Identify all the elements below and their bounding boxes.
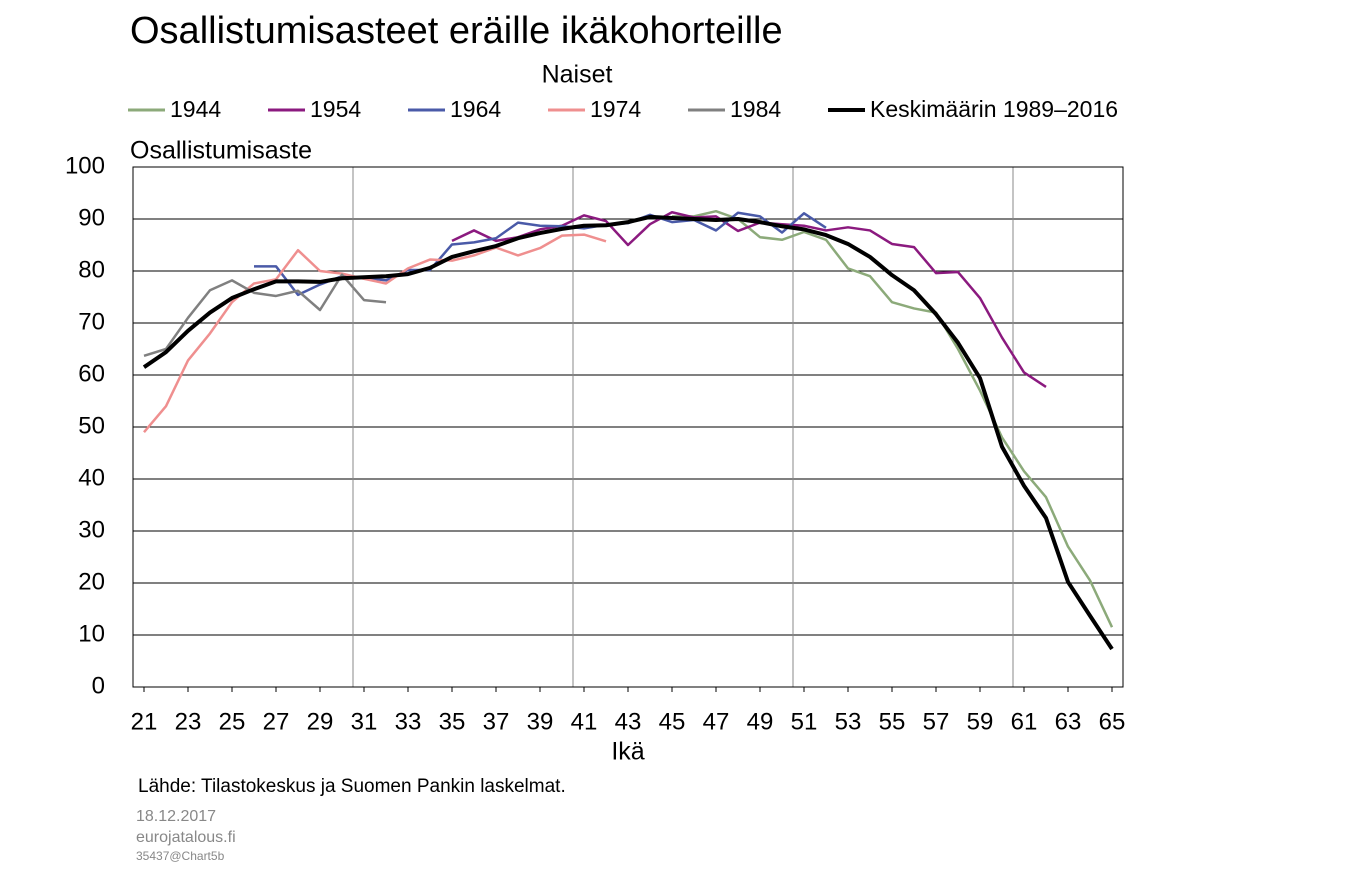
x-tick-label: 47 — [703, 708, 730, 735]
x-tick-label: 49 — [747, 708, 774, 735]
x-tick-label: 23 — [175, 708, 202, 735]
y-tick-label: 20 — [78, 568, 105, 595]
x-tick-label: 55 — [879, 708, 906, 735]
x-tick-label: 21 — [131, 708, 158, 735]
x-tick-label: 27 — [263, 708, 290, 735]
legend-label: 1974 — [590, 96, 641, 122]
source-note: Lähde: Tilastokeskus ja Suomen Pankin la… — [138, 776, 566, 797]
y-tick-label: 100 — [65, 152, 105, 179]
series-line — [142, 214, 1114, 651]
y-tick-label: 50 — [78, 412, 105, 439]
x-tick-label: 43 — [615, 708, 642, 735]
x-tick-label: 31 — [351, 708, 378, 735]
legend-label: Keskimäärin 1989–2016 — [870, 96, 1118, 122]
x-tick-label: 25 — [219, 708, 246, 735]
y-tick-label: 90 — [78, 204, 105, 231]
x-tick-label: 29 — [307, 708, 334, 735]
legend-label: 1954 — [310, 96, 361, 122]
series-line — [672, 209, 1114, 628]
y-tick-label: 70 — [78, 308, 105, 335]
x-tick-label: 51 — [791, 708, 818, 735]
y-tick-label: 30 — [78, 516, 105, 543]
y-tick-label: 80 — [78, 256, 105, 283]
x-tick-label: 41 — [571, 708, 598, 735]
x-tick-label: 61 — [1011, 708, 1038, 735]
y-tick-label: 60 — [78, 360, 105, 387]
x-tick-label: 57 — [923, 708, 950, 735]
legend-label: 1984 — [730, 96, 781, 122]
date-note: 18.12.2017 — [136, 808, 216, 825]
y-axis-label: Osallistumisaste — [130, 137, 312, 165]
x-tick-label: 45 — [659, 708, 686, 735]
x-tick-label: 37 — [483, 708, 510, 735]
x-axis-label: Ikä — [611, 738, 644, 766]
series-line — [451, 210, 1047, 389]
code-note: 35437@Chart5b — [136, 849, 225, 863]
x-tick-label: 33 — [395, 708, 422, 735]
chart-title: Osallistumisasteet eräille ikäkohorteill… — [130, 10, 783, 52]
legend-label: 1944 — [170, 96, 221, 122]
legend-label: 1964 — [450, 96, 501, 122]
x-tick-label: 35 — [439, 708, 466, 735]
series-line — [143, 233, 607, 434]
chart-subtitle: Naiset — [542, 61, 613, 89]
x-tick-label: 39 — [527, 708, 554, 735]
y-tick-label: 40 — [78, 464, 105, 491]
x-tick-label: 59 — [967, 708, 994, 735]
y-tick-label: 10 — [78, 620, 105, 647]
site-note: eurojatalous.fi — [136, 829, 236, 846]
x-tick-label: 63 — [1055, 708, 1082, 735]
x-tick-label: 65 — [1099, 708, 1126, 735]
y-tick-label: 0 — [92, 672, 105, 699]
x-tick-label: 53 — [835, 708, 862, 735]
series-line — [254, 211, 827, 297]
